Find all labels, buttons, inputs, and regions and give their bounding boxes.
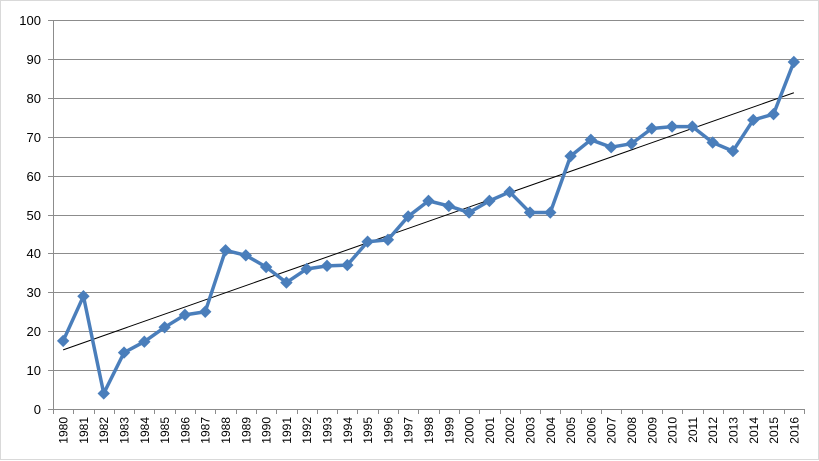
data-point-1990 (259, 260, 273, 274)
data-point-2010 (665, 120, 679, 133)
data-point-1984 (138, 335, 151, 348)
y-tick-label: 70 (27, 130, 41, 145)
x-tick-label: 2006 (584, 417, 598, 444)
x-tick-label: 1996 (381, 417, 395, 444)
x-tick-label: 1999 (442, 417, 456, 444)
x-tick-label: 2009 (645, 417, 659, 444)
x-tick-label: 1991 (280, 417, 294, 444)
x-tick-label: 2001 (483, 417, 497, 444)
x-tick-label: 2010 (666, 417, 680, 444)
data-point-2016 (787, 55, 801, 69)
linear-trendline (62, 92, 795, 351)
x-tick-label: 2002 (503, 417, 517, 444)
data-point-2000 (462, 206, 476, 219)
y-tick-label: 0 (34, 402, 41, 417)
data-point-1989 (239, 249, 253, 262)
data-point-1999 (442, 199, 456, 213)
x-tick-label: 2008 (625, 417, 639, 444)
y-tick-label: 90 (27, 52, 41, 67)
series-layer (56, 55, 801, 400)
data-point-2001 (483, 194, 496, 208)
data-point-1983 (117, 346, 131, 359)
data-point-1980 (56, 334, 70, 348)
x-tick-label: 2013 (726, 417, 740, 444)
x-tick-label: 1980 (57, 417, 71, 444)
x-tick-label: 1994 (341, 417, 355, 444)
x-tick-label: 2005 (564, 417, 578, 444)
trendline-layer (62, 92, 795, 351)
x-tick-label: 1993 (321, 417, 335, 444)
x-tick-label: 1981 (77, 417, 91, 444)
data-point-1991 (280, 276, 293, 289)
data-point-1993 (320, 259, 334, 273)
data-point-1994 (341, 258, 354, 272)
y-tick-label: 10 (27, 363, 41, 378)
x-tick-label: 1983 (118, 417, 132, 444)
data-point-2009 (645, 122, 658, 135)
x-axis-tick-labels: 1980 1981 1982 1983 1984 1985 1986 1987 1988 1989… (57, 417, 802, 444)
x-tick-label: 1988 (219, 417, 233, 444)
x-tick-label: 1990 (260, 417, 274, 444)
data-point-1992 (300, 262, 313, 276)
data-point-1997 (401, 210, 415, 223)
x-tick-label: 1986 (178, 417, 192, 444)
data-point-1996 (381, 233, 395, 246)
data-point-1995 (361, 235, 374, 248)
data-point-2007 (604, 140, 618, 154)
data-point-1986 (178, 308, 192, 322)
y-tick-label: 60 (27, 169, 41, 184)
data-point-2008 (625, 137, 638, 150)
data-point-2005 (564, 149, 577, 163)
y-tick-label: 20 (27, 324, 41, 339)
x-tick-label: 2007 (605, 417, 619, 444)
x-tick-label: 1984 (138, 417, 152, 444)
data-point-1985 (158, 321, 171, 334)
data-point-2011 (686, 120, 699, 133)
x-tick-label: 1997 (402, 417, 416, 444)
y-tick-label: 30 (27, 285, 41, 300)
data-point-2002 (503, 185, 516, 199)
data-point-2012 (706, 136, 719, 149)
y-tick-label: 40 (27, 246, 41, 261)
data-point-2003 (523, 206, 537, 219)
data-point-1981 (77, 289, 90, 303)
y-tick-label: 50 (27, 208, 41, 223)
data-point-2015 (767, 107, 780, 121)
x-tick-label: 2011 (686, 417, 700, 443)
data-point-2006 (584, 133, 598, 147)
x-tick-label: 1992 (300, 417, 314, 444)
x-tick-label: 2015 (767, 417, 781, 444)
x-tick-label: 1982 (97, 417, 111, 444)
data-point-1987 (199, 305, 212, 318)
axes (48, 20, 805, 414)
series-line (61, 60, 796, 396)
x-tick-label: 2004 (544, 417, 558, 444)
x-tick-label: 2000 (463, 417, 477, 444)
x-tick-label: 1998 (422, 417, 436, 444)
x-tick-label: 1985 (158, 417, 172, 444)
x-tick-label: 2012 (706, 417, 720, 444)
gridlines (53, 20, 804, 371)
data-point-1988 (219, 244, 232, 257)
x-tick-label: 1995 (361, 417, 375, 444)
x-tick-label: 1987 (199, 417, 213, 444)
x-tick-label: 1989 (239, 417, 253, 444)
x-tick-label: 2014 (747, 417, 761, 444)
y-tick-label: 80 (27, 91, 41, 106)
x-tick-label: 2016 (787, 417, 801, 444)
data-point-2004 (544, 206, 557, 219)
data-point-2013 (726, 144, 740, 158)
y-tick-label: 100 (19, 13, 41, 28)
y-axis-tick-labels: 0 10 20 30 40 50 60 70 80 90 100 (19, 13, 41, 417)
data-point-1998 (422, 194, 435, 208)
data-point-2014 (747, 113, 760, 127)
data-point-1982 (97, 387, 110, 400)
x-tick-label: 2003 (523, 417, 537, 444)
